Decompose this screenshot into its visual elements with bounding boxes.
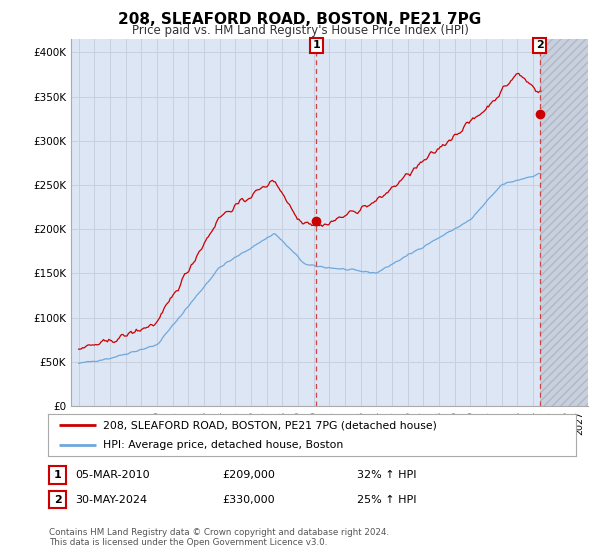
Text: 2: 2 — [54, 494, 61, 505]
Text: £209,000: £209,000 — [222, 470, 275, 480]
Text: 30-MAY-2024: 30-MAY-2024 — [75, 494, 147, 505]
Text: 208, SLEAFORD ROAD, BOSTON, PE21 7PG (detached house): 208, SLEAFORD ROAD, BOSTON, PE21 7PG (de… — [103, 421, 437, 430]
Text: 1: 1 — [313, 40, 320, 50]
Text: Price paid vs. HM Land Registry's House Price Index (HPI): Price paid vs. HM Land Registry's House … — [131, 24, 469, 36]
Text: HPI: Average price, detached house, Boston: HPI: Average price, detached house, Bost… — [103, 440, 344, 450]
Text: £330,000: £330,000 — [222, 494, 275, 505]
Text: Contains HM Land Registry data © Crown copyright and database right 2024.
This d: Contains HM Land Registry data © Crown c… — [49, 528, 389, 547]
Text: 208, SLEAFORD ROAD, BOSTON, PE21 7PG: 208, SLEAFORD ROAD, BOSTON, PE21 7PG — [118, 12, 482, 27]
Text: 2: 2 — [536, 40, 544, 50]
Text: 1: 1 — [54, 470, 61, 480]
Text: 05-MAR-2010: 05-MAR-2010 — [75, 470, 149, 480]
Text: 25% ↑ HPI: 25% ↑ HPI — [357, 494, 416, 505]
Text: 32% ↑ HPI: 32% ↑ HPI — [357, 470, 416, 480]
Bar — [539, 39, 588, 406]
